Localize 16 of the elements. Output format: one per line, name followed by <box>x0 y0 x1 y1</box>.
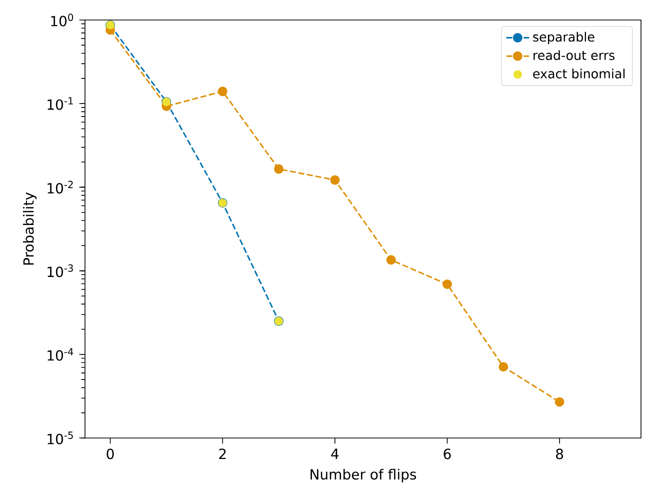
y-tick-label: 10$^{0}$ <box>51 14 74 26</box>
legend-label: exact binomial <box>533 68 625 78</box>
y-axis-title: Probability <box>22 192 37 265</box>
y-tick-label: 10$^{-2}$ <box>48 180 73 194</box>
x-tick-label: 2 <box>219 448 226 460</box>
legend-label: read-out errs <box>534 50 615 60</box>
x-axis-title: Number of flips <box>310 468 416 482</box>
x-tick-label: 6 <box>444 448 451 460</box>
y-tick-label: 10$^{-1}$ <box>48 97 73 110</box>
x-tick-label: 8 <box>556 448 564 460</box>
y-tick-label: 10$^{-3}$ <box>48 264 73 278</box>
x-tick-label: 0 <box>106 448 114 460</box>
x-tick-label: 4 <box>331 448 339 459</box>
legend-label: separable <box>533 32 594 44</box>
y-tick-label: 10$^{-5}$ <box>48 432 73 444</box>
y-tick-label: 10$^{-4}$ <box>48 348 74 361</box>
